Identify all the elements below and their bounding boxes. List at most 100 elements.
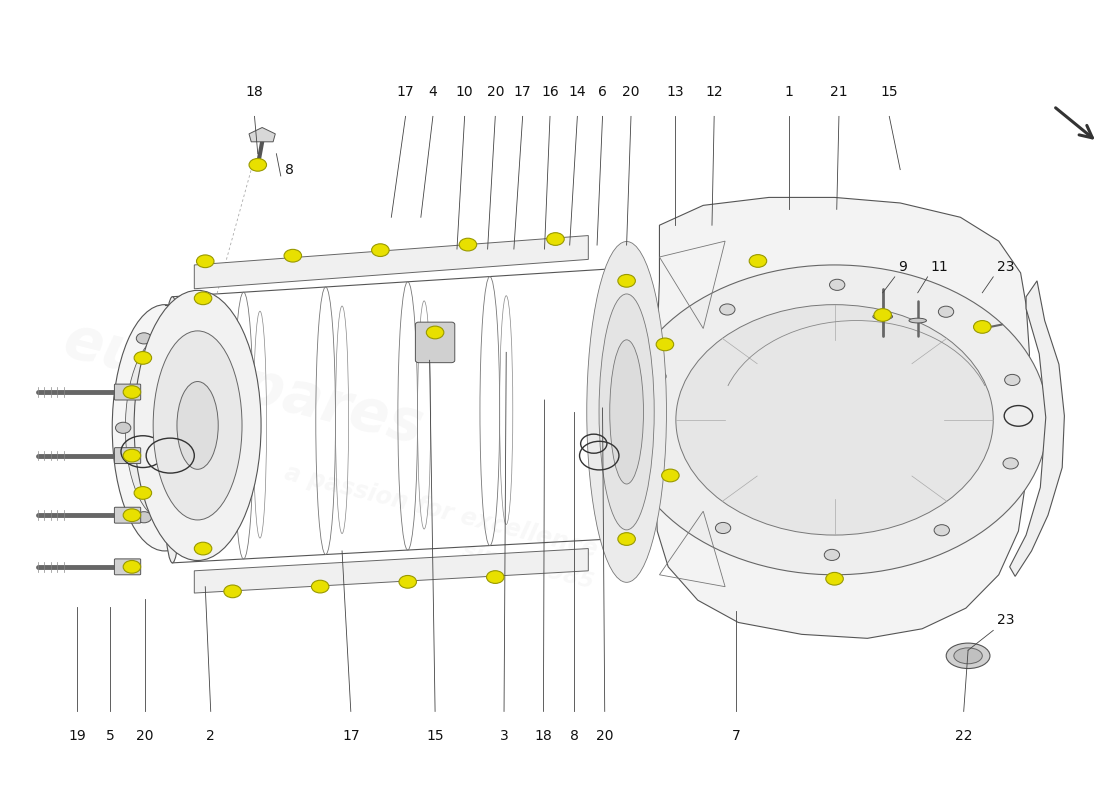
Circle shape (974, 321, 991, 334)
Circle shape (1003, 458, 1019, 469)
Circle shape (224, 585, 241, 598)
Text: 23: 23 (997, 260, 1014, 274)
Circle shape (140, 443, 153, 453)
Text: 14: 14 (569, 85, 586, 99)
Circle shape (719, 304, 735, 315)
Ellipse shape (134, 290, 261, 561)
Ellipse shape (598, 269, 623, 539)
Text: 17: 17 (397, 85, 415, 99)
Circle shape (661, 469, 679, 482)
Circle shape (547, 233, 564, 246)
Polygon shape (1010, 281, 1065, 576)
Text: 13: 13 (666, 85, 683, 99)
Text: 16: 16 (541, 85, 559, 99)
Circle shape (249, 158, 266, 171)
Text: 6: 6 (598, 85, 607, 99)
Circle shape (1004, 374, 1020, 386)
Ellipse shape (586, 242, 667, 582)
Circle shape (486, 570, 504, 583)
Text: a passion for excellence: a passion for excellence (282, 461, 600, 562)
Circle shape (195, 542, 212, 555)
Text: 5: 5 (106, 729, 114, 743)
Circle shape (649, 454, 664, 466)
Circle shape (220, 325, 233, 334)
Polygon shape (195, 549, 588, 593)
Text: 8: 8 (570, 729, 579, 743)
Circle shape (242, 398, 255, 407)
Circle shape (197, 255, 215, 268)
Ellipse shape (600, 294, 654, 530)
Ellipse shape (596, 281, 658, 543)
FancyBboxPatch shape (114, 384, 141, 400)
Text: 22: 22 (955, 729, 972, 743)
Ellipse shape (873, 314, 892, 320)
Circle shape (136, 333, 152, 344)
Circle shape (675, 305, 993, 535)
Text: 21: 21 (830, 85, 848, 99)
Circle shape (195, 292, 212, 305)
Text: eurospares: eurospares (57, 312, 429, 456)
Circle shape (459, 238, 476, 251)
FancyBboxPatch shape (114, 507, 141, 523)
Circle shape (311, 580, 329, 593)
Text: since 1985: since 1985 (460, 541, 596, 593)
Ellipse shape (946, 643, 990, 669)
Circle shape (651, 370, 667, 382)
Text: 19: 19 (68, 729, 86, 743)
Circle shape (618, 533, 636, 546)
Polygon shape (195, 235, 588, 289)
Circle shape (934, 525, 949, 536)
Circle shape (372, 244, 389, 257)
Circle shape (749, 254, 767, 267)
Circle shape (199, 422, 214, 434)
Polygon shape (249, 127, 275, 142)
Text: 18: 18 (245, 85, 263, 99)
Circle shape (178, 333, 194, 344)
Ellipse shape (153, 331, 242, 520)
Circle shape (162, 517, 175, 526)
Circle shape (826, 572, 844, 585)
Circle shape (136, 512, 152, 523)
Ellipse shape (125, 335, 205, 520)
Circle shape (824, 550, 839, 561)
Text: 20: 20 (486, 85, 504, 99)
Text: 18: 18 (535, 729, 552, 743)
Text: 8: 8 (285, 162, 294, 177)
Circle shape (123, 509, 141, 522)
Circle shape (123, 386, 141, 398)
Ellipse shape (609, 340, 644, 484)
Text: 17: 17 (342, 729, 360, 743)
Text: 11: 11 (931, 260, 948, 274)
Text: 10: 10 (455, 85, 473, 99)
Text: 1: 1 (784, 85, 793, 99)
Circle shape (427, 326, 443, 339)
Circle shape (180, 308, 194, 318)
Text: 9: 9 (898, 260, 906, 274)
Circle shape (284, 250, 301, 262)
Circle shape (178, 512, 194, 523)
Circle shape (116, 422, 131, 434)
Ellipse shape (177, 382, 218, 470)
Ellipse shape (144, 378, 186, 477)
Text: 20: 20 (623, 85, 640, 99)
Circle shape (618, 274, 636, 287)
Text: 3: 3 (499, 729, 508, 743)
Circle shape (123, 561, 141, 573)
Circle shape (938, 306, 954, 318)
Text: 20: 20 (596, 729, 614, 743)
Circle shape (399, 575, 417, 588)
Circle shape (829, 279, 845, 290)
Ellipse shape (909, 318, 926, 323)
Text: 23: 23 (997, 614, 1014, 627)
Text: 12: 12 (705, 85, 723, 99)
Circle shape (201, 534, 214, 543)
FancyBboxPatch shape (114, 448, 141, 463)
Circle shape (621, 265, 1048, 574)
Circle shape (715, 522, 730, 534)
Circle shape (147, 357, 161, 366)
Text: 15: 15 (880, 85, 898, 99)
Text: 15: 15 (427, 729, 444, 743)
Circle shape (134, 486, 152, 499)
FancyBboxPatch shape (416, 322, 454, 362)
Circle shape (123, 450, 141, 462)
